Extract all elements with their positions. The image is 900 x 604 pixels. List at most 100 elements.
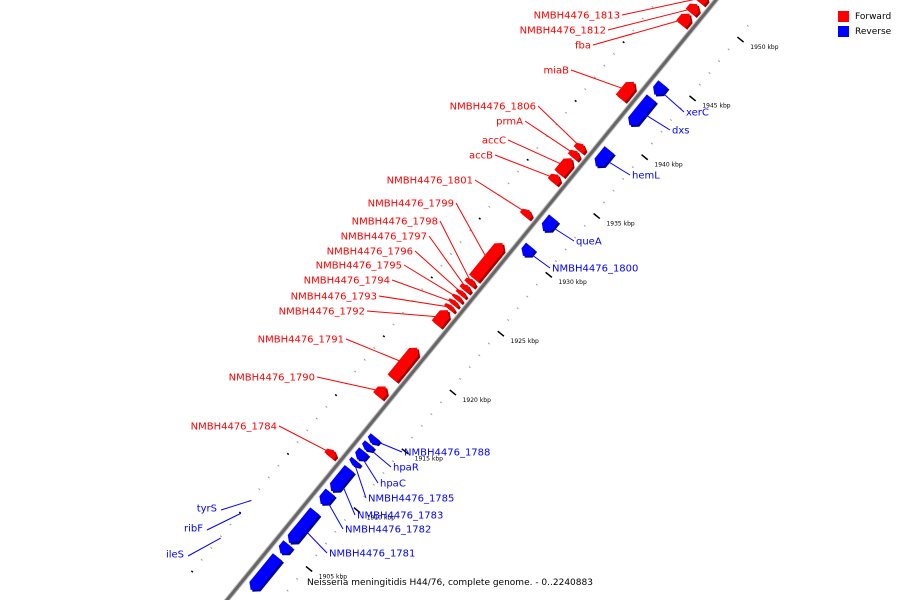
reverse-gene-label-11-leader bbox=[301, 526, 328, 554]
reverse-gene-3 bbox=[541, 214, 561, 233]
tick-label: 1945 kbp bbox=[702, 103, 730, 110]
forward-gene-label-16: NMBH4476_1792 bbox=[279, 307, 365, 318]
minor-tick bbox=[535, 283, 538, 286]
reverse-gene-label-4: NMBH4476_1800 bbox=[552, 264, 638, 275]
minor-tick bbox=[420, 424, 423, 427]
minor-tick bbox=[286, 589, 289, 592]
tick-label: 1930 kbp bbox=[559, 279, 587, 286]
major-tick bbox=[574, 99, 577, 103]
major-tick bbox=[190, 570, 194, 573]
minor-tick bbox=[315, 417, 318, 420]
reverse-gene-label-8-leader bbox=[353, 462, 367, 499]
minor-tick bbox=[602, 201, 606, 204]
minor-tick bbox=[334, 530, 337, 533]
gene-body bbox=[459, 283, 472, 294]
forward-gene-16 bbox=[431, 310, 451, 330]
major-tick bbox=[286, 452, 290, 456]
forward-gene-6 bbox=[554, 158, 575, 180]
legend-forward-label: Forward bbox=[855, 11, 892, 22]
minor-tick bbox=[324, 542, 327, 545]
minor-tick bbox=[449, 252, 453, 255]
minor-tick bbox=[315, 554, 318, 557]
gene-body bbox=[278, 540, 293, 554]
major-tick bbox=[526, 158, 529, 162]
reverse-gene-label-4-leader bbox=[526, 250, 551, 269]
minor-tick bbox=[612, 52, 616, 55]
minor-tick bbox=[632, 29, 635, 32]
tick-label: 1925 kbp bbox=[511, 338, 539, 345]
major-tick bbox=[689, 95, 697, 102]
reverse-gene-label-1: dxs bbox=[672, 126, 689, 137]
gene-body bbox=[554, 158, 573, 178]
minor-tick bbox=[583, 224, 586, 227]
minor-tick bbox=[363, 495, 366, 498]
reverse-gene-label-12-leader bbox=[187, 537, 221, 557]
minor-tick bbox=[421, 288, 424, 291]
major-tick bbox=[430, 276, 434, 279]
reverse-gene-label-7: hpaC bbox=[380, 479, 406, 490]
forward-gene-label-3-leader bbox=[570, 69, 628, 91]
gene-body bbox=[367, 433, 380, 445]
minor-tick bbox=[651, 5, 654, 8]
reverse-gene-13 bbox=[278, 540, 295, 556]
minor-tick bbox=[487, 342, 490, 345]
forward-gene-label-8: NMBH4476_1801 bbox=[387, 176, 473, 187]
major-tick bbox=[622, 40, 625, 44]
gene-body bbox=[541, 214, 559, 232]
gene-body bbox=[628, 94, 657, 126]
minor-tick bbox=[459, 377, 462, 380]
minor-tick bbox=[650, 142, 653, 145]
minor-tick bbox=[229, 523, 232, 526]
forward-gene-label-10-leader bbox=[439, 220, 472, 283]
tick-label: 1950 kbp bbox=[750, 44, 778, 51]
gene-body bbox=[455, 288, 467, 299]
minor-tick bbox=[593, 76, 596, 79]
reverse-gene-7 bbox=[355, 447, 371, 462]
forward-gene-18 bbox=[373, 386, 389, 402]
forward-swatch bbox=[838, 11, 849, 22]
minor-tick bbox=[469, 229, 472, 232]
gene-body bbox=[469, 243, 504, 283]
forward-gene-label-13-leader bbox=[403, 264, 459, 299]
tick-layer: 1905 kbp 1910 kbp 1915 kbp 1920 kbp 1925 kbp… bbox=[190, 5, 779, 604]
reverse-gene-label-0-leader bbox=[658, 88, 685, 113]
tick-label: 1905 kbp bbox=[319, 573, 347, 580]
forward-gene-10 bbox=[464, 277, 478, 290]
major-tick bbox=[497, 330, 505, 337]
reverse-gene-8 bbox=[349, 456, 363, 469]
forward-gene-label-18-leader bbox=[316, 376, 382, 392]
reverse-gene-1 bbox=[628, 94, 658, 128]
reverse-gene-label-10-leader bbox=[325, 497, 344, 530]
reverse-gene-label-3: queA bbox=[576, 237, 602, 248]
gene-body bbox=[519, 208, 533, 220]
forward-gene-label-9-leader bbox=[455, 202, 489, 261]
forward-gene-8 bbox=[519, 208, 534, 222]
forward-gene-label-12-leader bbox=[414, 250, 463, 294]
forward-gene-label-2-leader bbox=[592, 18, 686, 46]
gene-body bbox=[521, 242, 536, 256]
reverse-swatch bbox=[838, 26, 849, 37]
gene-body bbox=[464, 277, 476, 288]
reverse-gene-label-2-leader bbox=[602, 157, 631, 176]
reverse-gene-label-6-leader bbox=[366, 446, 392, 468]
minor-tick bbox=[459, 241, 462, 244]
gene-body bbox=[362, 440, 375, 452]
minor-tick bbox=[219, 535, 222, 538]
forward-gene-label-1: NMBH4476_1812 bbox=[520, 26, 606, 37]
minor-tick bbox=[574, 236, 577, 239]
reverse-gene-label-9: NMBH4476_1783 bbox=[357, 511, 443, 522]
legend: Forward Reverse bbox=[838, 9, 891, 39]
gene-body bbox=[573, 142, 586, 154]
forward-gene-label-17: NMBH4476_1791 bbox=[258, 335, 344, 346]
backbone-line bbox=[221, 0, 718, 604]
minor-tick bbox=[698, 83, 701, 86]
genome-caption: Neisseria meningitidis H44/76, complete … bbox=[307, 578, 593, 588]
reverse-gene-label-6: hpaR bbox=[393, 463, 419, 474]
minor-tick bbox=[363, 358, 366, 361]
reverse-gene-label-1-leader bbox=[640, 111, 671, 131]
major-tick bbox=[545, 271, 553, 278]
forward-gene-label-18: NMBH4476_1790 bbox=[229, 373, 315, 384]
gene-body bbox=[615, 81, 636, 103]
forward-gene-label-11: NMBH4476_1797 bbox=[341, 232, 427, 243]
